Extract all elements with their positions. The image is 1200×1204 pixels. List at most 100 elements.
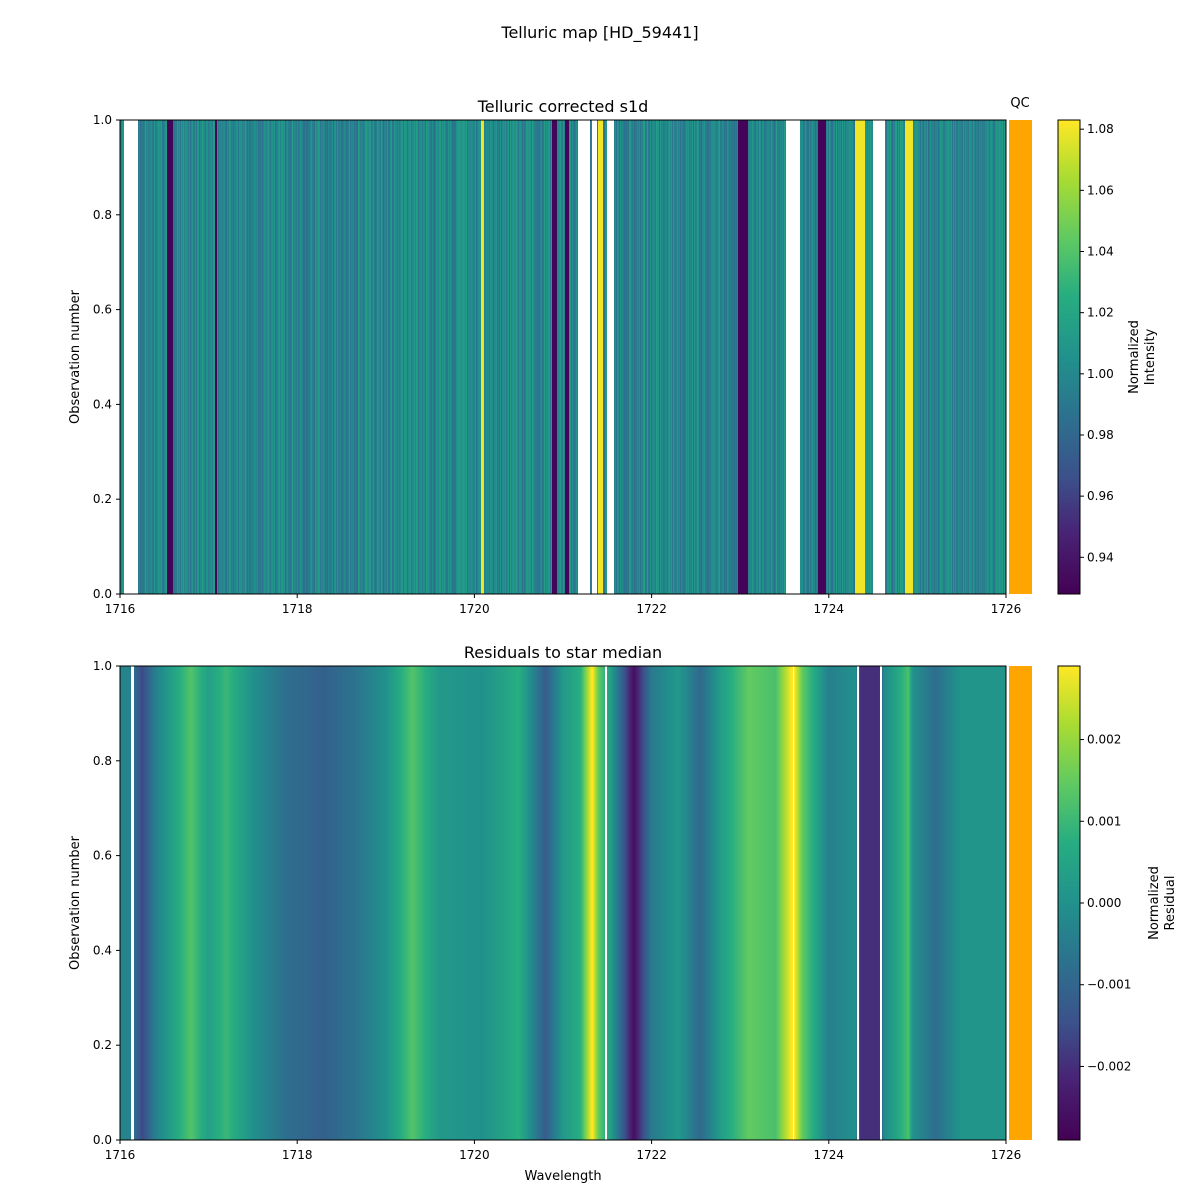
heatmap-column	[947, 666, 949, 1140]
heatmap-column	[996, 666, 998, 1140]
heatmap-column	[872, 120, 874, 594]
heatmap-column	[378, 120, 380, 594]
colorbar-segment	[1058, 719, 1080, 721]
heatmap-column	[136, 120, 138, 594]
heatmap-column	[888, 666, 890, 1140]
heatmap-column	[514, 120, 516, 594]
heatmap-column	[955, 120, 957, 594]
colorbar-segment	[1058, 212, 1080, 214]
y-tick-label: 1.0	[93, 113, 112, 127]
colorbar-segment	[1058, 769, 1080, 771]
heatmap-column	[896, 120, 898, 594]
heatmap-column	[878, 666, 880, 1140]
heatmap-column	[123, 120, 125, 594]
colorbar-segment	[1058, 264, 1080, 266]
heatmap-column	[249, 666, 251, 1140]
colorbar-segment	[1058, 824, 1080, 826]
heatmap-column	[706, 666, 708, 1140]
heatmap-column	[705, 666, 707, 1140]
heatmap-column	[444, 666, 446, 1140]
heatmap-column	[173, 666, 175, 1140]
colorbar-segment	[1058, 986, 1080, 988]
colorbar-segment	[1058, 317, 1080, 319]
heatmap-column	[721, 120, 723, 594]
heatmap-column	[205, 666, 207, 1140]
heatmap-column	[313, 120, 315, 594]
heatmap-column	[884, 120, 886, 594]
heatmap-column	[174, 120, 176, 594]
heatmap-column	[200, 120, 202, 594]
heatmap-column	[261, 666, 263, 1140]
heatmap-column	[319, 120, 321, 594]
colorbar-segment	[1058, 470, 1080, 472]
heatmap-column	[899, 120, 901, 594]
heatmap-column	[387, 120, 389, 594]
heatmap-column	[694, 120, 696, 594]
colorbar-segment	[1058, 439, 1080, 441]
heatmap-column	[928, 120, 930, 594]
colorbar-segment	[1058, 715, 1080, 717]
heatmap-column	[466, 120, 468, 594]
heatmap-column	[377, 666, 379, 1140]
heatmap-column	[707, 120, 709, 594]
heatmap-column	[924, 120, 926, 594]
colorbar-segment	[1058, 408, 1080, 410]
colorbar-segment	[1058, 954, 1080, 956]
heatmap-column	[848, 120, 850, 594]
colorbar-segment	[1058, 748, 1080, 750]
heatmap-column	[1002, 120, 1004, 594]
colorbar-segment	[1058, 1029, 1080, 1031]
colorbar-segment	[1058, 812, 1080, 814]
heatmap-column	[690, 120, 692, 594]
heatmap-column	[426, 666, 428, 1140]
heatmap-column	[786, 120, 788, 594]
heatmap-column	[307, 666, 309, 1140]
colorbar-segment	[1058, 1031, 1080, 1033]
heatmap-column	[457, 120, 459, 594]
colorbar-segment	[1058, 725, 1080, 727]
heatmap-column	[658, 120, 660, 594]
heatmap-column	[189, 120, 191, 594]
heatmap-column	[785, 666, 787, 1140]
heatmap-column	[919, 666, 921, 1140]
colorbar-segment	[1058, 477, 1080, 479]
colorbar-segment	[1058, 259, 1080, 261]
heatmap-column	[422, 120, 424, 594]
colorbar-segment	[1058, 325, 1080, 327]
heatmap-column	[881, 666, 883, 1140]
heatmap-column	[887, 666, 889, 1140]
colorbar-segment	[1058, 172, 1080, 174]
colorbar-segment	[1058, 827, 1080, 829]
heatmap-column	[733, 666, 735, 1140]
heatmap-column	[307, 120, 309, 594]
colorbar-segment	[1058, 530, 1080, 532]
heatmap-column	[763, 666, 765, 1140]
colorbar-segment	[1058, 721, 1080, 723]
colorbar-segment	[1058, 857, 1080, 859]
heatmap-column	[583, 120, 585, 594]
heatmap-column	[726, 120, 728, 594]
colorbar-segment	[1058, 953, 1080, 955]
colorbar-segment	[1058, 765, 1080, 767]
colorbar-segment	[1058, 575, 1080, 577]
colorbar-segment	[1058, 427, 1080, 429]
heatmap-column	[127, 666, 129, 1140]
heatmap-column	[757, 120, 759, 594]
colorbar-segment	[1058, 1058, 1080, 1060]
colorbar-segment	[1058, 412, 1080, 414]
heatmap-column	[689, 120, 691, 594]
heatmap-column	[954, 666, 956, 1140]
heatmap-column	[250, 666, 252, 1140]
colorbar-segment	[1058, 338, 1080, 340]
heatmap-column	[306, 666, 308, 1140]
heatmap-column	[371, 120, 373, 594]
colorbar-segment	[1058, 584, 1080, 586]
colorbar-segment	[1058, 1063, 1080, 1065]
colorbar-segment	[1058, 982, 1080, 984]
colorbar-segment	[1058, 674, 1080, 676]
heatmap-column	[411, 120, 413, 594]
heatmap-column	[121, 120, 123, 594]
heatmap-column	[985, 120, 987, 594]
colorbar-segment	[1058, 370, 1080, 372]
heatmap-column	[406, 120, 408, 594]
